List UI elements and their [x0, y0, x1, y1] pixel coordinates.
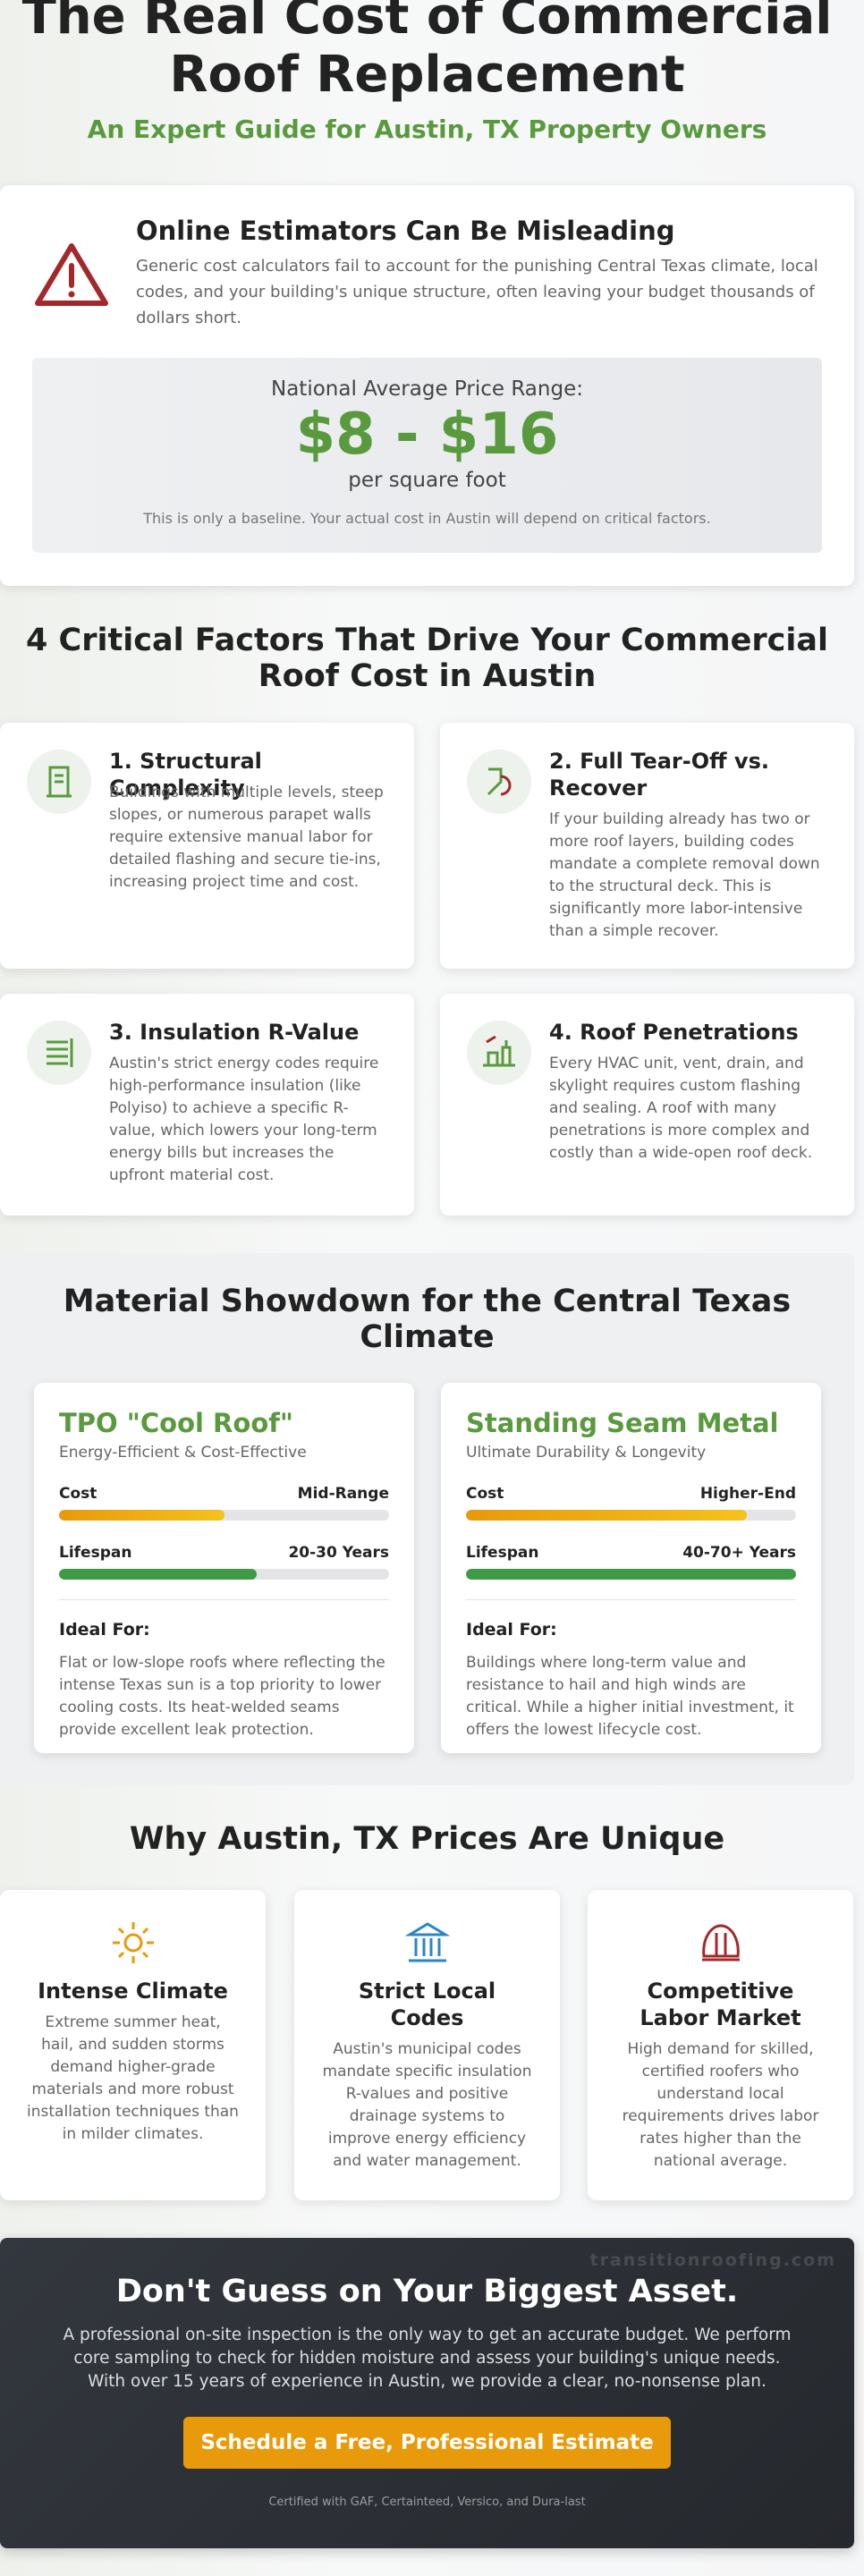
material-tagline: Ultimate Durability & Longevity [466, 1444, 707, 1462]
unique-card: Intense Climate Extreme summer heat, hai… [0, 1890, 266, 2200]
cost-bar [59, 1510, 224, 1521]
ideal-label: Ideal For: [466, 1620, 557, 1640]
material-name: TPO "Cool Roof" [59, 1408, 293, 1438]
cost-track [59, 1510, 389, 1521]
material-tagline: Energy-Efficient & Cost-Effective [59, 1444, 307, 1462]
divider [59, 1599, 389, 1600]
factor-icon [27, 1021, 91, 1085]
unique-text: Austin's municipal codes mandate specifi… [322, 2040, 532, 2170]
unique-card: Competitive Labor Market High demand for… [588, 1890, 853, 2200]
lifespan-track [59, 1569, 389, 1580]
factor-title: 3. Insulation R-Value [109, 1020, 360, 1045]
warning-text: Generic cost calculators fail to account… [136, 257, 818, 327]
material-card: TPO "Cool Roof" Energy-Efficient & Cost-… [34, 1383, 414, 1753]
unique-text: High demand for skilled, certified roofe… [622, 2040, 819, 2170]
material-name: Standing Seam Metal [466, 1408, 779, 1438]
material-card: Standing Seam Metal Ultimate Durability … [441, 1383, 821, 1753]
unique-title: Competitive Labor Market [640, 1979, 801, 2030]
ideal-label: Ideal For: [59, 1620, 150, 1640]
price-unit: per square foot [348, 469, 506, 492]
factor-icon [467, 1021, 531, 1085]
lifespan-label: Lifespan [59, 1544, 132, 1562]
lifespan-value: 20-30 Years [288, 1544, 389, 1562]
ideal-text: Flat or low-slope roofs where reflecting… [59, 1654, 385, 1739]
page-title: The Real Cost of Commercial Roof Replace… [21, 0, 833, 104]
warning-heading: Online Estimators Can Be Misleading [136, 216, 675, 246]
materials-section: Material Showdown for the Central Texas … [0, 1253, 854, 1785]
factor-icon [467, 750, 531, 814]
factor-title: 1. Structural Complexity [109, 749, 262, 801]
unique-text: Extreme summer heat, hail, and sudden st… [27, 2013, 239, 2143]
unique-card: Strict Local Codes Austin's municipal co… [294, 1890, 560, 2200]
factor-card: 3. Insulation R-Value Austin's strict en… [0, 994, 414, 1216]
factor-card: 4. Roof Penetrations Every HVAC unit, ve… [440, 994, 854, 1216]
unique-title: Strict Local Codes [358, 1979, 496, 2030]
price: $8 - $16 [295, 402, 559, 468]
cost-label: Cost [59, 1485, 97, 1503]
divider [466, 1599, 796, 1600]
cta-button[interactable]: Schedule a Free, Professional Estimate [183, 2417, 671, 2469]
cta-section: transitionroofing.com Don't Guess on You… [0, 2238, 854, 2548]
price-box: National Average Price Range: $8 - $16 p… [32, 358, 822, 553]
factor-title: 4. Roof Penetrations [549, 1020, 799, 1045]
materials-heading: Material Showdown for the Central Texas … [63, 1284, 792, 1355]
unique-title: Intense Climate [38, 1979, 228, 2004]
warning-icon [35, 243, 108, 306]
cost-value: Higher-End [699, 1485, 796, 1503]
factors-heading: 4 Critical Factors That Drive Your Comme… [26, 623, 828, 694]
price-note: This is only a baseline. Your actual cos… [143, 510, 711, 527]
factor-card: 2. Full Tear-Off vs. Recover If your bui… [440, 723, 854, 969]
factor-text: Every HVAC unit, vent, drain, and skylig… [549, 1055, 813, 1162]
building-icon [404, 1922, 450, 1962]
lifespan-value: 40-70+ Years [682, 1544, 796, 1562]
cost-bar [466, 1510, 747, 1521]
factor-icon [27, 750, 91, 814]
lifespan-bar [59, 1569, 258, 1580]
page-subtitle: An Expert Guide for Austin, TX Property … [87, 114, 767, 144]
lifespan-track [466, 1569, 796, 1580]
ideal-text: Buildings where long-term value and resi… [466, 1654, 794, 1739]
labor-icon [701, 1924, 740, 1962]
sun-icon [112, 1922, 154, 1963]
cta-text: A professional on-site inspection is the… [63, 2326, 792, 2391]
factor-text: Austin's strict energy codes require hig… [109, 1055, 379, 1184]
cta-footer: Certified with GAF, Certainteed, Versico… [268, 2496, 586, 2509]
lifespan-bar [466, 1569, 796, 1580]
unique-heading: Why Austin, TX Prices Are Unique [129, 1821, 725, 1857]
price-label: National Average Price Range: [271, 377, 583, 401]
cost-value: Mid-Range [297, 1485, 389, 1503]
factor-text: Buildings with multiple levels, steep sl… [109, 784, 384, 891]
factor-text: If your building already has two or more… [549, 810, 820, 940]
cta-heading: Don't Guess on Your Biggest Asset. [115, 2274, 739, 2309]
watermark: transitionroofing.com [589, 2250, 836, 2270]
factor-title: 2. Full Tear-Off vs. Recover [549, 749, 769, 801]
factor-card: 1. Structural Complexity Buildings with … [0, 723, 414, 969]
lifespan-label: Lifespan [466, 1544, 539, 1562]
cost-label: Cost [466, 1485, 504, 1503]
warning-card: Online Estimators Can Be Misleading Gene… [0, 185, 854, 586]
cost-track [466, 1510, 796, 1521]
